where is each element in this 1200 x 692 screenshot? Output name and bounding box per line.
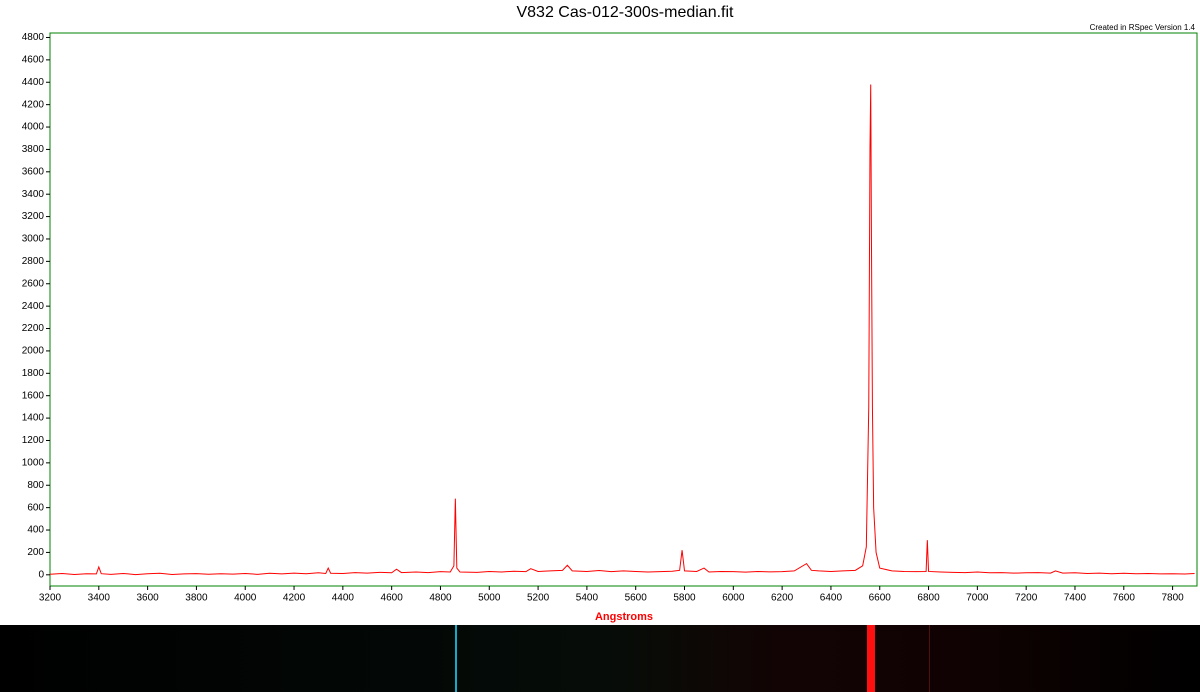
x-tick-label: 4800 [429,593,452,604]
y-tick-label: 0 [38,569,44,580]
y-tick-label: 600 [27,502,44,513]
x-tick-label: 4600 [381,593,404,604]
y-tick-label: 3800 [22,144,45,155]
chart-title: V832 Cas-012-300s-median.fit [516,4,734,21]
x-tick-label: 3200 [39,593,62,604]
plot-frame [49,32,1198,587]
y-tick-label: 2600 [22,278,45,289]
x-tick-label: 7400 [1064,593,1087,604]
y-tick-label: 200 [27,547,44,558]
x-tick-label: 6600 [869,593,892,604]
y-tick-label: 3600 [22,166,45,177]
spectrum-strip [0,625,1200,692]
x-tick-label: 6800 [917,593,940,604]
y-tick-label: 1200 [22,435,45,446]
y-tick-label: 4800 [22,32,45,43]
y-tick-label: 4600 [22,55,45,66]
x-tick-label: 4000 [234,593,257,604]
y-tick-label: 2800 [22,256,45,267]
y-tick-label: 3000 [22,234,45,245]
x-tick-label: 4400 [332,593,355,604]
x-tick-label: 4200 [283,593,306,604]
x-tick-label: 5200 [527,593,550,604]
spectrum-line [455,625,457,692]
y-tick-label: 1800 [22,368,45,379]
y-tick-label: 3200 [22,211,45,222]
x-tick-label: 5000 [478,593,501,604]
x-tick-label: 6000 [722,593,745,604]
x-tick-label: 5400 [576,593,599,604]
y-tick-label: 1600 [22,390,45,401]
x-tick-label: 7200 [1015,593,1038,604]
x-tick-label: 5600 [625,593,648,604]
x-tick-label: 7000 [966,593,989,604]
x-tick-label: 7600 [1113,593,1136,604]
spectrum-line [49,84,1195,576]
y-tick-label: 2200 [22,323,45,334]
y-tick-label: 2000 [22,346,45,357]
y-tick-label: 2400 [22,301,45,312]
x-tick-label: 7800 [1161,593,1184,604]
x-tick-label: 3600 [136,593,159,604]
x-tick-label: 3400 [88,593,111,604]
y-tick-label: 1400 [22,413,45,424]
y-tick-label: 4400 [22,77,45,88]
y-tick-label: 4200 [22,99,45,110]
y-tick-label: 4000 [22,122,45,133]
y-tick-label: 1000 [22,458,45,469]
y-tick-label: 800 [27,480,44,491]
x-tick-label: 5800 [673,593,696,604]
annotation: Created in RSpec Version 1.4 [1090,23,1196,32]
y-tick-label: 3400 [22,189,45,200]
spectrum-line [867,625,875,692]
spectrum-line [929,625,930,692]
x-tick-label: 6400 [820,593,843,604]
x-tick-label: 6200 [771,593,794,604]
x-axis-label: Angstroms [595,611,653,623]
y-tick-label: 400 [27,525,44,536]
x-tick-label: 3800 [185,593,208,604]
